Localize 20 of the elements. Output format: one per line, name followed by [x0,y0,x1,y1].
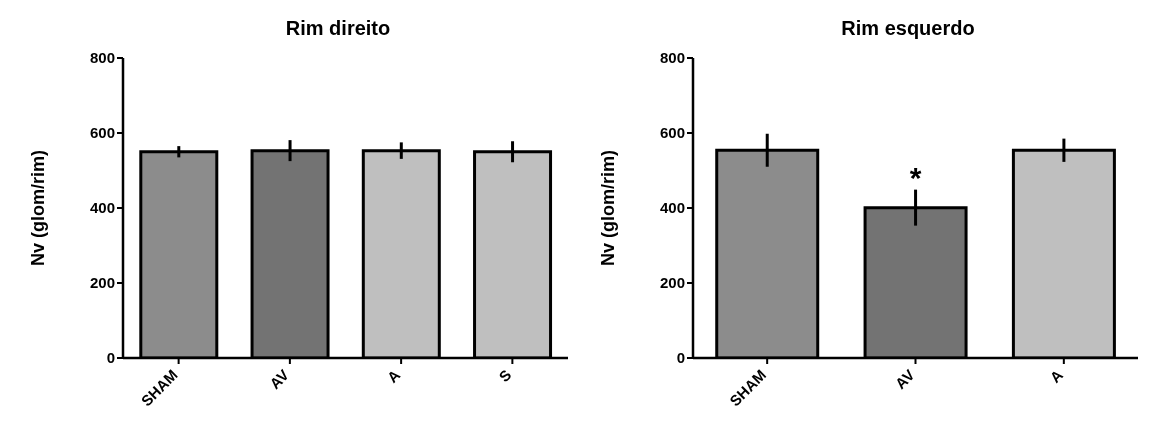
y-axis-title: Nv (glom/rim) [598,149,619,267]
y-tick-label: 600 [659,124,685,142]
y-tick-label: 400 [659,199,685,217]
y-tick-label: 600 [89,124,115,142]
x-tick-label: S [495,366,515,386]
y-tick-label: 800 [659,49,685,67]
y-tick-label: 200 [89,274,115,292]
y-tick-label: 400 [89,199,115,217]
y-tick-label: 200 [659,274,685,292]
y-tick-label: 0 [676,349,685,367]
chart-title: Rim direito [284,16,392,41]
y-tick-label: 800 [89,49,115,67]
x-tick-label: AV [266,366,292,393]
chart-title: Rim esquerdo [840,16,976,41]
x-tick-label: AV [891,366,918,393]
x-tick-label: A [383,365,404,386]
y-tick-label: 0 [106,349,115,367]
x-tick-label: A [1046,365,1067,386]
annotation: * [909,160,922,194]
y-axis-title: Nv (glom/rim) [28,149,49,267]
